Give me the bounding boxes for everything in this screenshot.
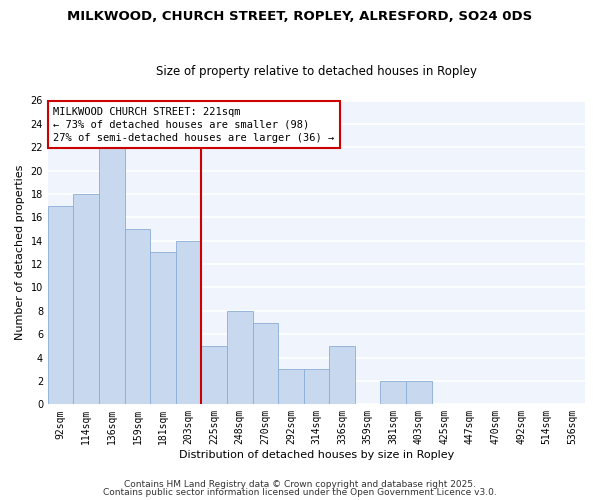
Bar: [278, 370, 304, 404]
Bar: [304, 370, 329, 404]
Bar: [406, 381, 431, 404]
Text: Contains HM Land Registry data © Crown copyright and database right 2025.: Contains HM Land Registry data © Crown c…: [124, 480, 476, 489]
Text: MILKWOOD, CHURCH STREET, ROPLEY, ALRESFORD, SO24 0DS: MILKWOOD, CHURCH STREET, ROPLEY, ALRESFO…: [67, 10, 533, 23]
Bar: [329, 346, 355, 405]
Bar: [125, 229, 150, 404]
Bar: [176, 240, 202, 404]
Bar: [253, 322, 278, 404]
Title: Size of property relative to detached houses in Ropley: Size of property relative to detached ho…: [156, 66, 477, 78]
Bar: [48, 206, 73, 404]
Text: Contains public sector information licensed under the Open Government Licence v3: Contains public sector information licen…: [103, 488, 497, 497]
Y-axis label: Number of detached properties: Number of detached properties: [15, 164, 25, 340]
Bar: [99, 147, 125, 405]
Bar: [150, 252, 176, 404]
Bar: [73, 194, 99, 404]
Bar: [380, 381, 406, 404]
Bar: [227, 311, 253, 404]
Text: MILKWOOD CHURCH STREET: 221sqm
← 73% of detached houses are smaller (98)
27% of : MILKWOOD CHURCH STREET: 221sqm ← 73% of …: [53, 106, 335, 143]
Bar: [202, 346, 227, 405]
X-axis label: Distribution of detached houses by size in Ropley: Distribution of detached houses by size …: [179, 450, 454, 460]
